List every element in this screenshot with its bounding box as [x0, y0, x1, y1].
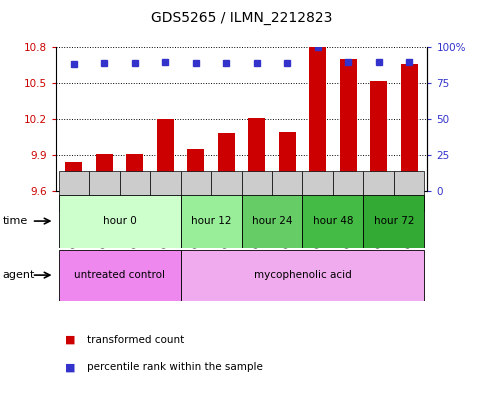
Bar [181, 171, 211, 211]
Bar [127, 154, 143, 191]
Bar [279, 132, 296, 191]
Bar [181, 195, 242, 248]
Bar [401, 64, 417, 191]
Text: mycophenolic acid: mycophenolic acid [254, 270, 351, 280]
Bar [211, 171, 242, 211]
Bar [302, 195, 363, 248]
Bar [242, 195, 302, 248]
Bar [66, 162, 82, 191]
Bar [181, 250, 425, 301]
Bar [242, 171, 272, 211]
Text: hour 24: hour 24 [252, 216, 292, 226]
Bar [120, 171, 150, 211]
Text: transformed count: transformed count [87, 335, 184, 345]
Bar [96, 154, 113, 191]
Text: percentile rank within the sample: percentile rank within the sample [87, 362, 263, 373]
Bar [302, 171, 333, 211]
Bar [58, 250, 181, 301]
Text: untreated control: untreated control [74, 270, 165, 280]
Bar [394, 171, 425, 211]
Bar [187, 149, 204, 191]
Text: ■: ■ [65, 335, 76, 345]
Bar [58, 171, 89, 211]
Bar [363, 195, 425, 248]
Text: ■: ■ [65, 362, 76, 373]
Bar [58, 195, 181, 248]
Bar [272, 171, 302, 211]
Text: hour 48: hour 48 [313, 216, 353, 226]
Bar [150, 171, 181, 211]
Text: hour 12: hour 12 [191, 216, 231, 226]
Text: time: time [2, 216, 28, 226]
Bar [309, 47, 326, 191]
Bar [218, 133, 235, 191]
Bar [370, 81, 387, 191]
Text: agent: agent [2, 270, 35, 280]
Bar [363, 171, 394, 211]
Text: GDS5265 / ILMN_2212823: GDS5265 / ILMN_2212823 [151, 11, 332, 25]
Bar [248, 118, 265, 191]
Bar [157, 119, 174, 191]
Bar [89, 171, 120, 211]
Bar [340, 59, 356, 191]
Bar [333, 171, 363, 211]
Text: hour 72: hour 72 [374, 216, 414, 226]
Text: hour 0: hour 0 [103, 216, 136, 226]
